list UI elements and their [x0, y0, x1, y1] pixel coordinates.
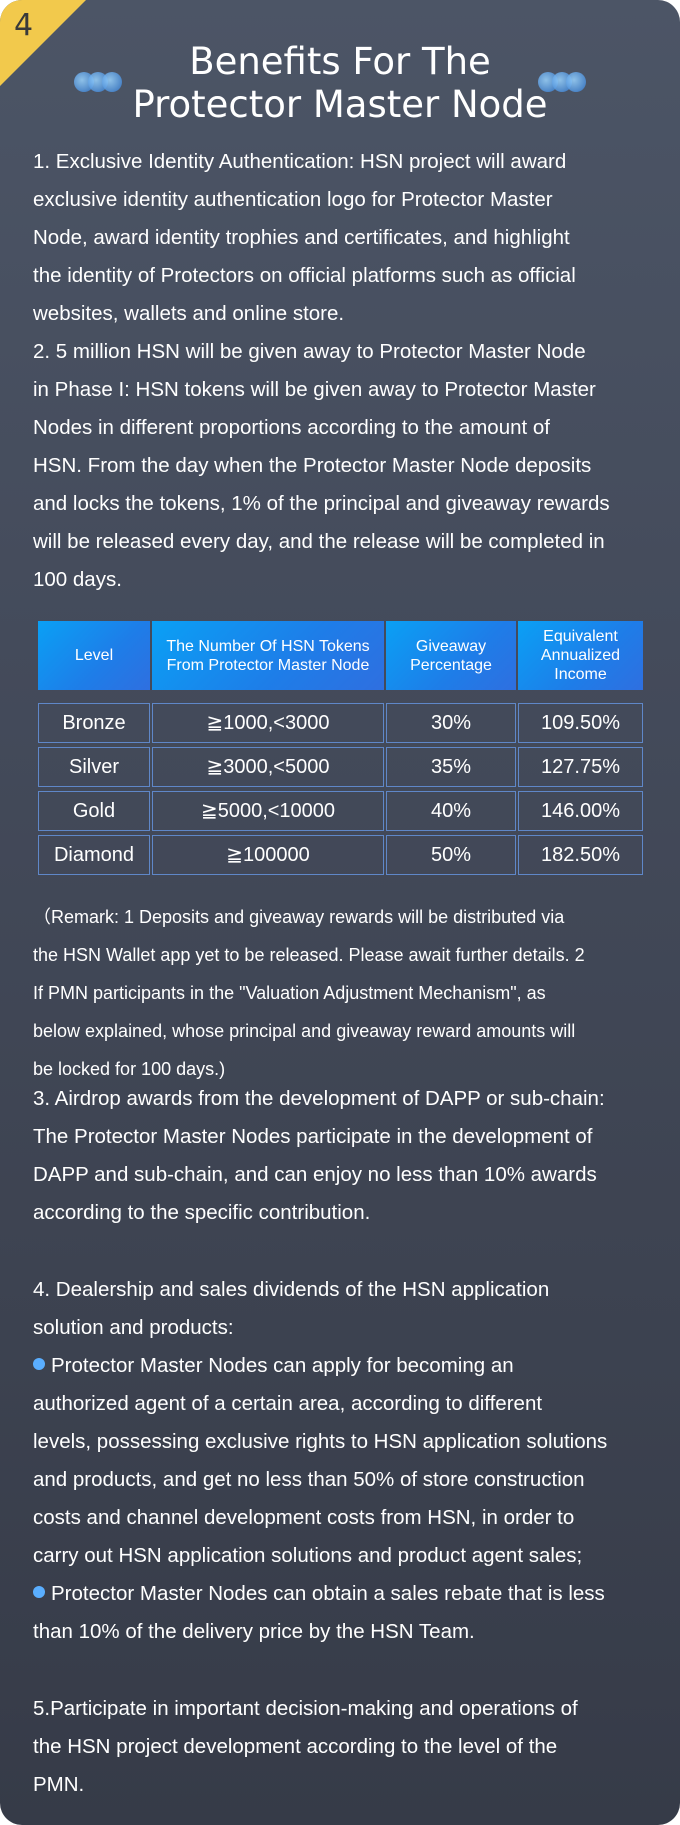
benefit-3-paragraph: 3. Airdrop awards from the development o…: [33, 1080, 658, 1232]
text-line: 100 days.: [33, 568, 122, 591]
text-line: and products, and get no less than 50% o…: [33, 1468, 585, 1491]
text-line: Node, award identity trophies and certif…: [33, 226, 570, 249]
bullet-dot-icon: [33, 1586, 45, 1598]
column-header: The Number Of HSN Tokens From Protector …: [152, 621, 384, 690]
text-line: costs and channel development costs from…: [33, 1506, 575, 1529]
text-line: If PMN participants in the "Valuation Ad…: [33, 983, 546, 1003]
table-cell: ≧3000,<5000: [152, 747, 384, 787]
bullet-item: Protector Master Nodes can apply for bec…: [33, 1347, 658, 1385]
title-line: Benefits For The: [189, 40, 491, 83]
table-cell: 109.50%: [518, 703, 643, 743]
text-line: exclusive identity authentication logo f…: [33, 188, 553, 211]
text-line: the identity of Protectors on official p…: [33, 264, 576, 287]
text-line: solution and products:: [33, 1316, 234, 1339]
text-line: than 10% of the delivery price by the HS…: [33, 1620, 475, 1643]
decorative-dots-icon: [538, 72, 596, 92]
text-line: DAPP and sub-chain, and can enjoy no les…: [33, 1163, 597, 1186]
text-line: 4. Dealership and sales dividends of the…: [33, 1278, 550, 1301]
text-line: 3. Airdrop awards from the development o…: [33, 1087, 605, 1110]
table-cell: 127.75%: [518, 747, 643, 787]
table-cell: ≧1000,<3000: [152, 703, 384, 743]
table-cell: Bronze: [38, 703, 150, 743]
benefit-4-paragraph: 4. Dealership and sales dividends of the…: [33, 1271, 658, 1651]
column-header: Equivalent Annualized Income: [518, 621, 643, 690]
benefit-2-paragraph: 2. 5 million HSN will be given away to P…: [33, 333, 658, 599]
text-line: authorized agent of a certain area, acco…: [33, 1392, 543, 1415]
text-line: will be released every day, and the rele…: [33, 530, 605, 553]
text-line: Nodes in different proportions according…: [33, 416, 550, 439]
table-cell: 35%: [386, 747, 516, 787]
benefit-1-paragraph: 1. Exclusive Identity Authentication: HS…: [33, 143, 658, 333]
table-cell: Gold: [38, 791, 150, 831]
text-line: the HSN project development according to…: [33, 1735, 558, 1758]
text-line: websites, wallets and online store.: [33, 302, 345, 325]
decorative-dots-icon: [74, 72, 132, 92]
table-cell: 50%: [386, 835, 516, 875]
text-line: the HSN Wallet app yet to be released. P…: [33, 945, 585, 965]
text-line: levels, possessing exclusive rights to H…: [33, 1430, 608, 1453]
text-line: Protector Master Nodes can obtain a sale…: [51, 1582, 605, 1605]
text-line: 2. 5 million HSN will be given away to P…: [33, 340, 586, 363]
text-line: be locked for 100 days.): [33, 1059, 226, 1079]
table-cell: 40%: [386, 791, 516, 831]
text-line: 5.Participate in important decision-maki…: [33, 1697, 578, 1720]
table-cell: Silver: [38, 747, 150, 787]
bullet-dot-icon: [33, 1358, 45, 1370]
table-cell: ≧5000,<10000: [152, 791, 384, 831]
remark-note: （Remark: 1 Deposits and giveaway rewards…: [33, 898, 653, 1088]
text-line: in Phase I: HSN tokens will be given awa…: [33, 378, 596, 401]
page-title: Benefits For The Protector Master Node: [0, 40, 680, 126]
table-cell: 30%: [386, 703, 516, 743]
text-line: HSN. From the day when the Protector Mas…: [33, 454, 592, 477]
table-cell: ≧100000: [152, 835, 384, 875]
text-line: 1. Exclusive Identity Authentication: HS…: [33, 150, 567, 173]
text-line: and locks the tokens, 1% of the principa…: [33, 492, 610, 515]
text-line: according to the specific contribution.: [33, 1201, 371, 1224]
text-line: Protector Master Nodes can apply for bec…: [51, 1354, 514, 1377]
text-line: （Remark: 1 Deposits and giveaway rewards…: [33, 907, 565, 927]
title-line: Protector Master Node: [132, 83, 548, 126]
text-line: carry out HSN application solutions and …: [33, 1544, 583, 1567]
bullet-item: Protector Master Nodes can obtain a sale…: [33, 1575, 658, 1613]
column-header: Giveaway Percentage: [386, 621, 516, 690]
table-cell: 146.00%: [518, 791, 643, 831]
text-line: below explained, whose principal and giv…: [33, 1021, 576, 1041]
section-number: 4: [14, 8, 34, 43]
benefit-5-paragraph: 5.Participate in important decision-maki…: [33, 1690, 658, 1804]
table-cell: Diamond: [38, 835, 150, 875]
corner-badge: [0, 0, 86, 86]
text-line: PMN.: [33, 1773, 85, 1796]
table-cell: 182.50%: [518, 835, 643, 875]
text-line: The Protector Master Nodes participate i…: [33, 1125, 593, 1148]
column-header: Level: [38, 621, 150, 690]
